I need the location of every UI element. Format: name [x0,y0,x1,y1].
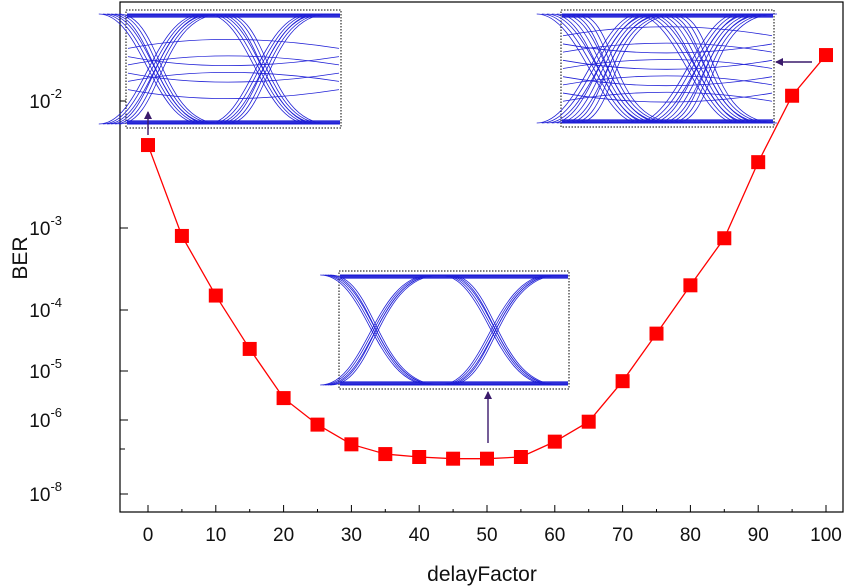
ber-data-point [717,231,732,246]
ber-data-point [344,437,359,452]
x-tick-label: 40 [409,525,430,546]
x-tick-label: 50 [476,525,497,546]
ber-data-point [208,288,223,303]
series-layer [141,48,833,466]
y-tick-label: 10-6 [29,405,62,432]
ber-data-point [547,434,562,449]
ber-data-point [785,88,800,103]
y-tick-exponent: -5 [50,356,62,371]
x-tick-label: 100 [810,525,842,546]
y-tick-exponent: -2 [50,86,62,101]
eye-diagram-delay-50 [320,270,570,390]
eye-diagram-frame [560,9,775,128]
x-tick-label: 10 [205,525,226,546]
y-tick-label: 10-2 [29,86,62,113]
x-tick-label: 20 [273,525,294,546]
ber-data-point [819,48,833,63]
ber-data-point [581,414,596,429]
plot-frame [119,1,844,513]
insets-layer [98,9,812,443]
x-axis: 0 10 20 30 40 50 60 70 80 90 100 [143,505,842,546]
ber-data-point [141,138,155,153]
x-tick-label: 80 [680,525,701,546]
eye-diagram-frame [125,9,342,129]
y-tick-exponent: -6 [50,405,62,420]
y-axis: 10-2 10-3 10-4 10-5 10-6 10-8 [29,86,128,506]
x-tick-label: 0 [143,525,154,546]
ber-data-point [649,326,664,341]
y-tick-label: 10-8 [29,479,62,506]
ber-data-point [480,451,494,466]
ber-data-point [751,155,766,170]
x-tick-label: 90 [748,525,769,546]
ber-data-point [242,341,257,356]
y-tick-label: 10-4 [29,295,62,322]
ber-data-point [446,451,461,466]
eye-diagram-delay-0 [98,9,342,129]
ber-data-point [412,450,427,464]
y-tick-exponent: -3 [50,213,62,228]
ber-data-point [276,391,291,406]
x-axis-title: delayFactor [427,563,537,586]
eye-diagram-frame [338,270,570,390]
y-tick-label: 10-5 [29,356,62,383]
y-tick-exponent: -8 [50,479,62,494]
x-tick-label: 70 [612,525,633,546]
ber-data-point [310,417,325,432]
y-tick-exponent: -4 [50,295,62,310]
ber-data-point [174,228,189,243]
ber-data-point [615,374,630,389]
eye-diagram-delay-100 [536,9,777,128]
x-tick-label: 30 [341,525,362,546]
y-axis-title: BER [9,236,32,279]
ber-data-point [683,278,698,293]
ber-data-point [513,450,528,464]
ber-data-point [378,447,393,462]
y-tick-label: 10-3 [29,213,62,240]
x-tick-label: 60 [544,525,565,546]
